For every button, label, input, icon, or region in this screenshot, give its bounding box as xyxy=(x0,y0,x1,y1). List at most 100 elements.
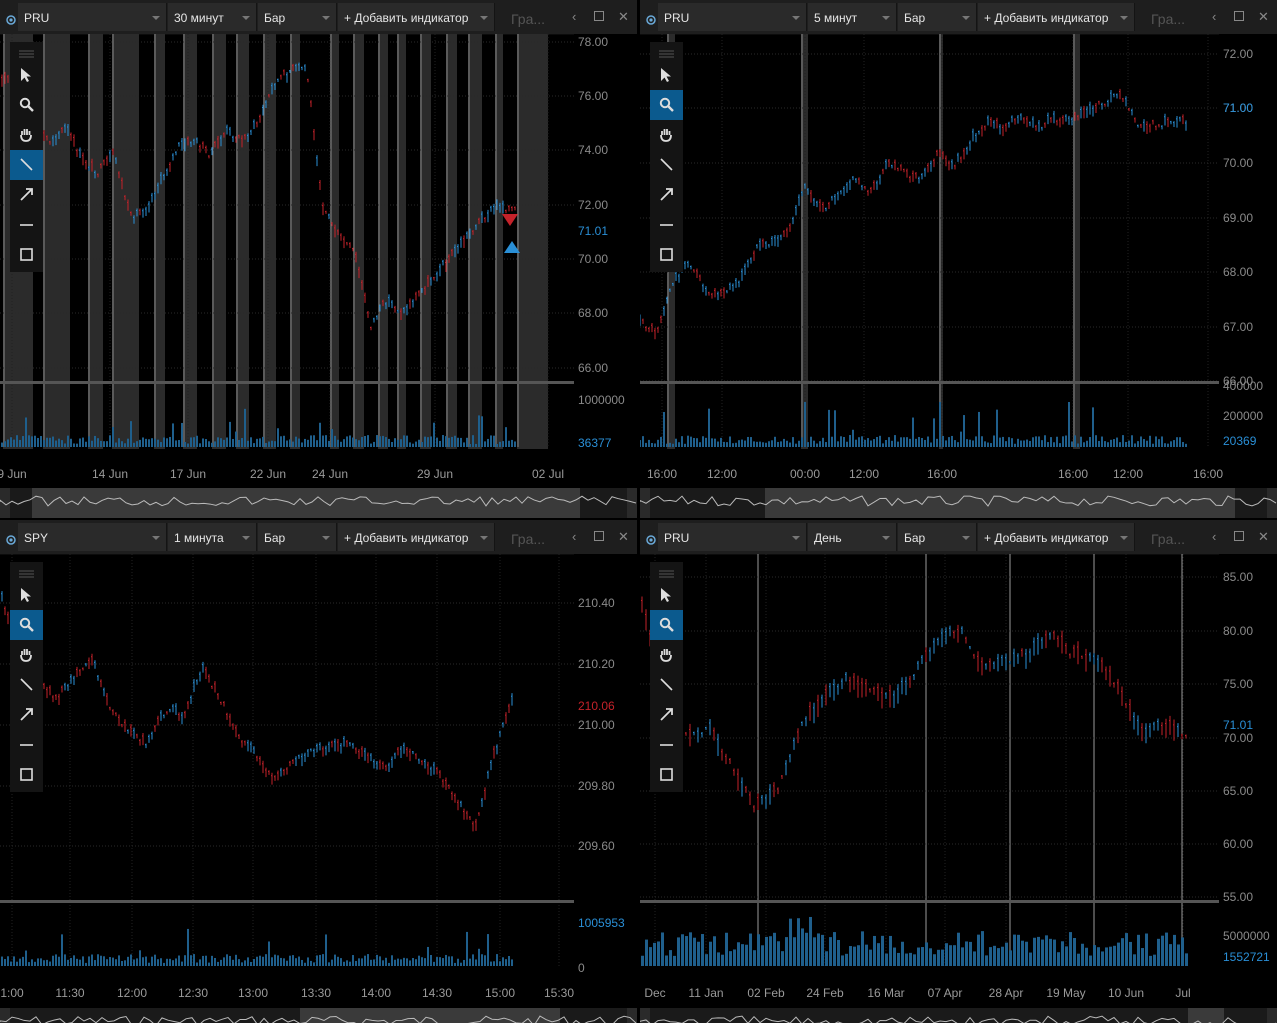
select-arrow-tool[interactable] xyxy=(650,60,683,90)
chart-canvas[interactable]: 85.00 80.00 75.00 70.00 65.00 60.00 55.00 71.01… xyxy=(640,554,1277,1023)
hand-pan-tool[interactable] xyxy=(650,120,683,150)
chart-type-select[interactable]: Бар xyxy=(898,3,977,31)
add-indicator-button[interactable]: + Добавить индикатор xyxy=(338,523,495,551)
volume-bar xyxy=(478,948,480,966)
hline-tool[interactable] xyxy=(650,730,683,760)
rectangle-tool[interactable] xyxy=(10,240,43,270)
hline-tool[interactable] xyxy=(10,210,43,240)
add-indicator-button[interactable]: + Добавить индикатор xyxy=(978,3,1135,31)
volume-bar xyxy=(4,959,6,966)
time-tick-label: 11:30 xyxy=(55,986,84,1000)
volume-bar xyxy=(801,928,804,966)
close-icon[interactable]: ✕ xyxy=(1258,9,1269,24)
volume-bar xyxy=(681,934,684,966)
symbol-select[interactable]: PRU xyxy=(18,3,167,31)
volume-bar xyxy=(1113,945,1116,966)
volume-bar xyxy=(837,441,839,447)
timeframe-select[interactable]: 5 минут xyxy=(808,3,897,31)
volume-bar xyxy=(753,950,756,966)
volume-bar xyxy=(238,439,240,447)
grip-icon[interactable] xyxy=(659,566,674,578)
close-icon[interactable]: ✕ xyxy=(1258,529,1269,544)
symbol-select[interactable]: PRU xyxy=(658,523,807,551)
link-dot-icon[interactable] xyxy=(6,12,16,25)
line-tool[interactable] xyxy=(10,150,43,180)
arrow-tool[interactable] xyxy=(10,180,43,210)
add-indicator-button[interactable]: + Добавить индикатор xyxy=(338,3,495,31)
link-dot-icon[interactable] xyxy=(646,532,656,545)
grip-icon[interactable] xyxy=(659,46,674,58)
volume-bar xyxy=(499,961,501,966)
volume-bar xyxy=(322,435,324,447)
timeframe-select[interactable]: День xyxy=(808,523,897,551)
line-tool[interactable] xyxy=(10,670,43,700)
arrow-tool[interactable] xyxy=(650,180,683,210)
volume-bar xyxy=(286,440,288,447)
grip-icon[interactable] xyxy=(19,566,34,578)
add-indicator-button[interactable]: + Добавить индикатор xyxy=(978,523,1135,551)
panel-title-ghost: Гра... xyxy=(511,531,546,547)
volume-bar xyxy=(406,958,408,966)
rectangle-tool[interactable] xyxy=(10,760,43,790)
volume-bar xyxy=(466,931,468,966)
volume-bar xyxy=(819,441,821,447)
line-tool[interactable] xyxy=(650,670,683,700)
chevron-left-icon[interactable]: ‹ xyxy=(1212,529,1217,544)
volume-bar xyxy=(352,437,354,447)
volume-bar xyxy=(1005,441,1007,447)
hand-pan-tool[interactable] xyxy=(650,640,683,670)
symbol-select[interactable]: PRU xyxy=(658,3,807,31)
symbol-select[interactable]: SPY xyxy=(18,523,167,551)
line-tool[interactable] xyxy=(650,150,683,180)
maximize-icon[interactable] xyxy=(594,529,604,544)
volume-bar xyxy=(157,959,159,966)
link-dot-icon[interactable] xyxy=(6,532,16,545)
hand-pan-tool[interactable] xyxy=(10,120,43,150)
chart-canvas[interactable]: 72.0071.0070.0069.0068.0067.0066.0071.00… xyxy=(640,34,1277,519)
chevron-left-icon[interactable]: ‹ xyxy=(572,9,577,24)
price-tick-label: 80.00 xyxy=(1223,624,1253,638)
chart-type-select[interactable]: Бар xyxy=(258,3,337,31)
volume-bar xyxy=(10,437,12,447)
maximize-icon[interactable] xyxy=(1234,9,1244,24)
chart-type-select[interactable]: Бар xyxy=(898,523,977,551)
zoom-tool[interactable] xyxy=(10,90,43,120)
hand-pan-tool[interactable] xyxy=(10,640,43,670)
volume-bar xyxy=(367,954,369,966)
volume-bar xyxy=(433,961,435,966)
hline-tool[interactable] xyxy=(10,730,43,760)
zoom-tool[interactable] xyxy=(10,610,43,640)
select-arrow-tool[interactable] xyxy=(10,580,43,610)
maximize-icon[interactable] xyxy=(594,9,604,24)
volume-bar xyxy=(220,438,222,447)
arrow-tool[interactable] xyxy=(10,700,43,730)
grip-icon[interactable] xyxy=(19,46,34,58)
chart-canvas[interactable]: 78.00 76.00 74.00 72.00 70.00 68.00 66.00 71.01… xyxy=(0,34,637,519)
price-tick-label: 55.00 xyxy=(1223,890,1253,904)
chart-type-select[interactable]: Бар xyxy=(258,523,337,551)
arrow-tool[interactable] xyxy=(650,700,683,730)
panel-header: PRU 30 минут Бар + Добавить индикатор Гра...… xyxy=(0,0,637,35)
chevron-left-icon[interactable]: ‹ xyxy=(1212,9,1217,24)
select-arrow-tool[interactable] xyxy=(650,580,683,610)
maximize-icon[interactable] xyxy=(1234,529,1244,544)
rectangle-tool[interactable] xyxy=(650,760,683,790)
rectangle-tool[interactable] xyxy=(650,240,683,270)
zoom-tool[interactable] xyxy=(650,90,683,120)
volume-bar xyxy=(720,437,722,447)
chevron-left-icon[interactable]: ‹ xyxy=(572,529,577,544)
select-arrow-tool[interactable] xyxy=(10,60,43,90)
volume-bar xyxy=(64,443,66,447)
volume-bar xyxy=(88,436,90,447)
volume-bar xyxy=(963,415,965,447)
timeframe-select[interactable]: 30 минут xyxy=(168,3,257,31)
zoom-tool[interactable] xyxy=(650,610,683,640)
volume-bar xyxy=(681,436,683,447)
chart-canvas[interactable]: 210.40 210.20 210.00 209.80 209.60 210.06 0 100… xyxy=(0,554,637,1023)
close-icon[interactable]: ✕ xyxy=(618,9,629,24)
volume-bar xyxy=(502,441,504,447)
hline-tool[interactable] xyxy=(650,210,683,240)
close-icon[interactable]: ✕ xyxy=(618,529,629,544)
timeframe-select[interactable]: 1 минута xyxy=(168,523,257,551)
link-dot-icon[interactable] xyxy=(646,12,656,25)
